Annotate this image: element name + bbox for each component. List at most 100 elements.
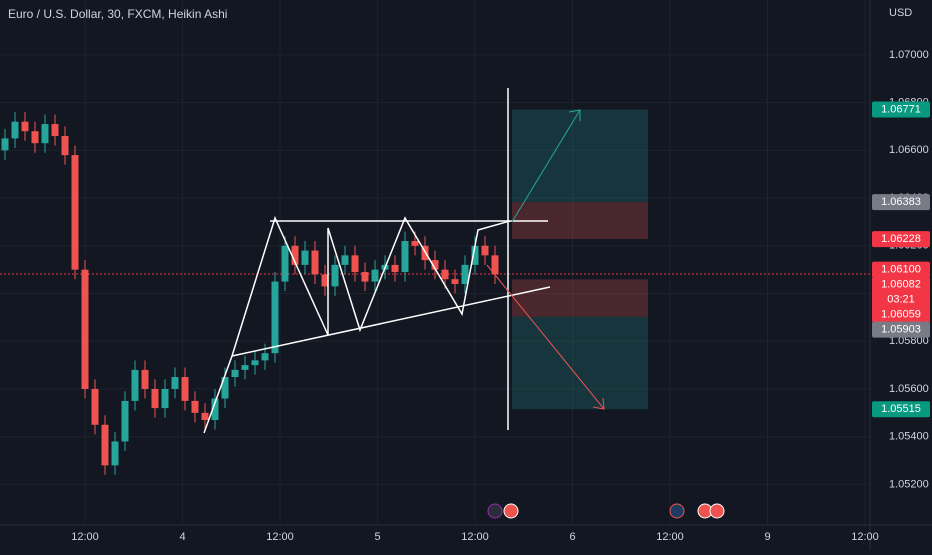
event-icons [487,503,725,519]
candle-body [401,241,409,273]
candle-body [121,400,129,442]
price-badge [872,231,930,248]
countdown: 03:21 [887,294,915,306]
candle-body [161,388,169,409]
candle-body [461,264,469,284]
candle-body [221,377,229,399]
candle-body [471,245,479,265]
candle-body [271,281,279,354]
candle-body [251,360,259,366]
candle-body [281,245,289,282]
candle-body [351,255,359,273]
arrow-head [592,397,605,410]
price-badge-label: 1.05903 [881,324,921,336]
candle-body [291,245,299,265]
candle-body [81,269,89,389]
x-tick-label: 12:00 [461,531,489,543]
price-badge-label: 1.06383 [881,196,921,208]
candle-body [311,250,319,275]
candle-body [441,269,449,280]
candle-body [391,264,399,273]
candle-body [181,377,189,401]
x-tick-label: 12:00 [656,531,684,543]
position-box [512,279,648,317]
x-tick-label: 6 [569,531,575,543]
y-tick-label: 1.05800 [889,335,929,347]
candle-body [371,269,379,282]
price-badge-label: 1.06771 [881,103,921,115]
price-badge-label: 1.06082 [881,279,921,291]
candle-body [451,279,459,284]
target-arrow-up [511,109,581,223]
candle-body [171,377,179,389]
candle-body [491,255,499,275]
candle-body [1,138,9,151]
candle-body [341,255,349,265]
candle-body [141,369,149,389]
support-line [231,286,551,357]
candle-body [51,124,59,137]
price-badge [872,401,930,418]
candle-body [71,155,79,270]
price-badge [872,276,930,293]
position-box [512,109,648,203]
chart-title: Euro / U.S. Dollar, 30, FXCM, Heikin Ash… [8,7,227,21]
candle-body [331,264,339,287]
axes: 1.052001.054001.056001.058001.060001.062… [71,49,930,543]
x-tick-label: 12:00 [71,531,99,543]
candle-body [411,241,419,246]
candle-body [481,245,489,256]
candle-body [91,388,99,425]
candle-body [151,388,159,409]
y-tick-label: 1.05200 [889,478,929,490]
x-tick-label: 9 [764,531,770,543]
price-badge-label: 1.06059 [881,309,921,321]
candle-body [231,369,239,378]
event-icon [503,503,519,519]
candle-body [11,121,19,139]
event-icon [709,503,725,519]
x-tick-label: 4 [179,531,185,543]
x-tick-label: 12:00 [266,531,294,543]
price-badge [872,101,930,118]
candle-body [321,274,329,287]
zigzag [203,215,511,434]
event-icon [487,503,503,519]
y-tick-label: 1.06600 [889,144,929,156]
price-badge [872,321,930,338]
price-badge-label: 1.06228 [881,233,921,245]
candle-body [61,136,69,156]
price-badge [872,261,930,278]
target-arrow-down [486,264,605,410]
candle-body [21,121,29,132]
currency: USD [889,7,912,19]
candle-body [201,412,209,420]
event-icon [669,503,685,519]
candle-body [111,441,119,466]
position-box [512,316,648,410]
arrow-head [568,109,581,121]
candle-body [31,131,39,144]
candle-body [211,398,219,420]
price-badge-label: 1.05515 [881,403,921,415]
candle-body [241,365,249,370]
pattern-drawings [203,88,605,434]
x-tick-label: 12:00 [851,531,879,543]
candle-body [191,400,199,413]
candle-body [431,260,439,270]
candle-body [41,124,49,144]
y-tick-label: 1.07000 [889,49,929,61]
y-tick-label: 1.05600 [889,383,929,395]
candle-body [361,272,369,282]
candle-body [261,353,269,361]
candle-body [301,250,309,265]
price-badge-label: 1.06100 [881,264,921,276]
x-tick-label: 5 [374,531,380,543]
price-badge [872,194,930,211]
candle-body [101,424,109,466]
candle-body [131,369,139,401]
y-tick-label: 1.05400 [889,431,929,443]
countdown-badge [872,291,930,308]
price-badge [872,306,930,323]
